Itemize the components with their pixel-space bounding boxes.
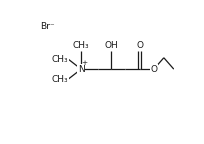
Text: O: O — [135, 41, 142, 50]
Text: N: N — [77, 65, 84, 74]
Text: +: + — [81, 60, 87, 66]
Text: CH₃: CH₃ — [51, 75, 68, 84]
Text: Br⁻: Br⁻ — [40, 22, 54, 31]
Text: O: O — [150, 65, 157, 74]
Text: OH: OH — [104, 41, 117, 50]
Text: CH₃: CH₃ — [72, 41, 89, 50]
Text: CH₃: CH₃ — [51, 55, 68, 64]
